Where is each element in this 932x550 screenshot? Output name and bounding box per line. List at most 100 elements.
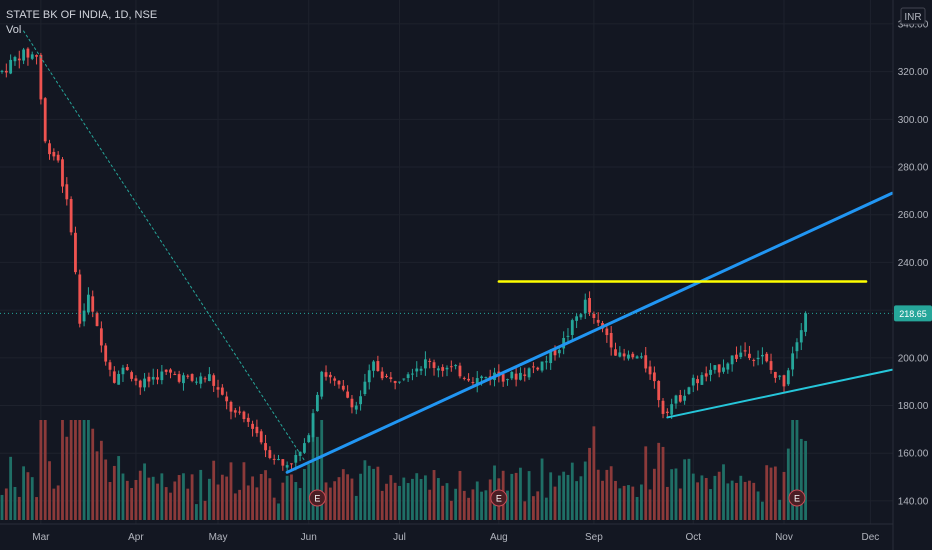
volume-bar (778, 499, 782, 520)
rising-support-line[interactable] (666, 368, 893, 419)
price-tick-label: 140.00 (898, 496, 929, 507)
candle-body (722, 367, 725, 372)
candle-body (372, 361, 375, 371)
volume-bar (471, 489, 475, 520)
volume-bar (52, 488, 56, 520)
candle-body (125, 367, 129, 371)
candle-body (164, 369, 168, 372)
candle-body (765, 353, 769, 362)
volume-bar (225, 476, 229, 520)
volume-bar (704, 478, 708, 520)
price-axis[interactable]: 140.00160.00180.00200.00220.00240.00260.… (898, 19, 929, 507)
volume-bar (389, 475, 393, 520)
falling-trend-line[interactable] (23, 30, 305, 461)
candle-body (553, 350, 557, 356)
volume-bar (233, 493, 237, 520)
candle-body (259, 431, 263, 443)
time-axis[interactable]: Mar Apr May Jun Jul Aug Sep Oct Nov Dec (32, 532, 879, 543)
volume-indicator-label[interactable]: Vol (6, 24, 22, 36)
candle-body (717, 364, 721, 373)
volume-bar (130, 488, 134, 520)
earnings-label: E (794, 494, 800, 504)
volume-bar (393, 482, 397, 520)
candle-body (804, 313, 807, 332)
candle-body (22, 49, 26, 61)
candle-body (579, 314, 583, 318)
volume-bar (17, 496, 21, 520)
candle-body (311, 413, 315, 438)
candle-body (134, 378, 138, 381)
volume-bar (354, 495, 358, 520)
price-tick-label: 260.00 (898, 210, 929, 221)
candle-body (333, 378, 337, 381)
candle-body (704, 373, 708, 377)
candle-body (225, 396, 229, 402)
candle-body (212, 375, 216, 386)
candle-body (9, 59, 13, 74)
earnings-label: E (314, 494, 320, 504)
candle-body (99, 328, 103, 346)
candle-body (87, 294, 90, 313)
volume-bar (743, 481, 747, 520)
volume-bar (566, 474, 570, 520)
rising-trend-line[interactable] (285, 191, 894, 474)
volume-bar (739, 475, 743, 520)
volume-bar (601, 480, 604, 520)
candle-body (385, 375, 388, 377)
volume-bar (112, 465, 116, 520)
volume-bar (782, 471, 786, 520)
volume-bar (484, 490, 488, 520)
volume-bar (795, 420, 799, 520)
chart-legend[interactable]: STATE BK OF INDIA, 1D, NSE Vol (6, 8, 157, 38)
volume-bar (117, 456, 121, 520)
volume-bar (311, 420, 315, 520)
volume-bar (156, 483, 159, 520)
candle-body (652, 372, 656, 382)
candle-body (337, 380, 341, 385)
candle-body (398, 381, 401, 383)
symbol-title[interactable]: STATE BK OF INDIA, 1D, NSE (6, 9, 158, 21)
volume-bar (652, 468, 656, 520)
volume-bar (372, 468, 375, 520)
candle-body (501, 374, 505, 382)
volume-bar (640, 484, 643, 520)
candle-body (242, 411, 246, 420)
candle-body (359, 396, 362, 405)
candle-body (449, 366, 453, 368)
volume-bar (91, 428, 95, 520)
earnings-marker[interactable]: E (788, 489, 806, 507)
volume-bar (281, 482, 285, 520)
candle-body (760, 354, 764, 357)
volume-bar (268, 478, 272, 520)
month-tick-label: Jul (393, 532, 406, 543)
candle-body (415, 368, 419, 372)
volume-bar (791, 420, 795, 520)
volume-bar (238, 489, 242, 520)
volume-bar (125, 480, 129, 520)
earnings-marker[interactable]: E (490, 489, 508, 507)
candle-body (177, 374, 181, 382)
volume-bar (657, 442, 661, 520)
volume-bar (760, 501, 764, 520)
volume-bar (121, 473, 125, 520)
volume-bar (579, 476, 583, 520)
volume-bar (95, 451, 99, 520)
currency-label: INR (900, 7, 926, 25)
candle-body (566, 335, 570, 337)
volume-bar (428, 489, 432, 520)
volume-bar (272, 497, 276, 520)
volume-bar (475, 481, 479, 520)
volume-bar (786, 448, 790, 520)
earnings-marker[interactable]: E (308, 489, 326, 507)
candle-body (735, 354, 738, 359)
candle-body (30, 54, 34, 59)
volume-bar (583, 461, 587, 520)
candle-body (320, 371, 324, 397)
candle-body (307, 435, 311, 443)
candle-body (138, 380, 142, 388)
candle-body (510, 371, 514, 379)
drawing-lines[interactable] (23, 30, 894, 474)
volume-bar (346, 474, 350, 520)
